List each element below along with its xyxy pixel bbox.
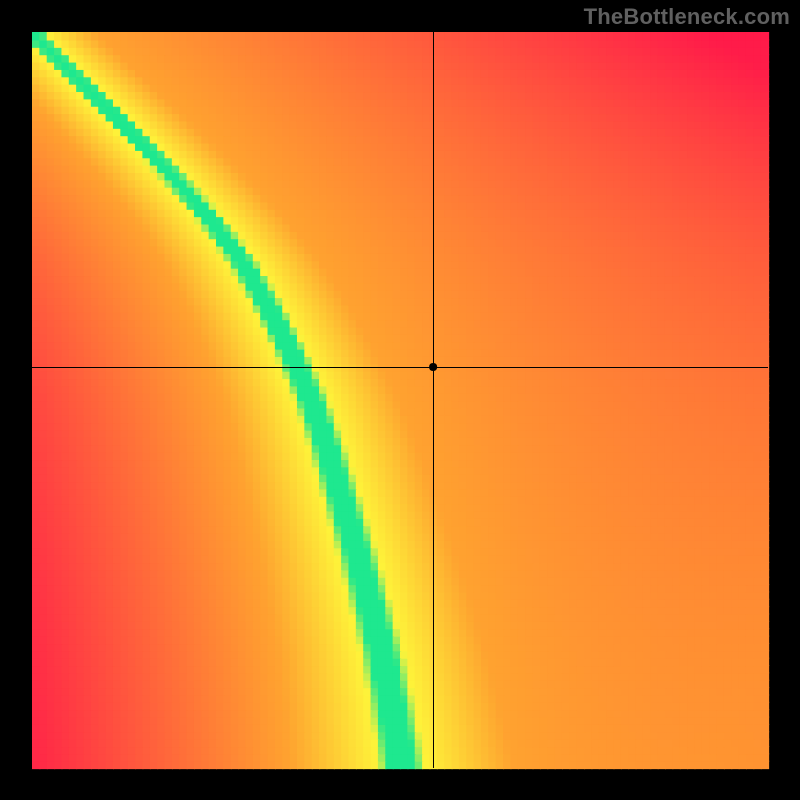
attribution-text: TheBottleneck.com (584, 4, 790, 30)
stage: TheBottleneck.com (0, 0, 800, 800)
overlay-canvas (0, 0, 800, 800)
